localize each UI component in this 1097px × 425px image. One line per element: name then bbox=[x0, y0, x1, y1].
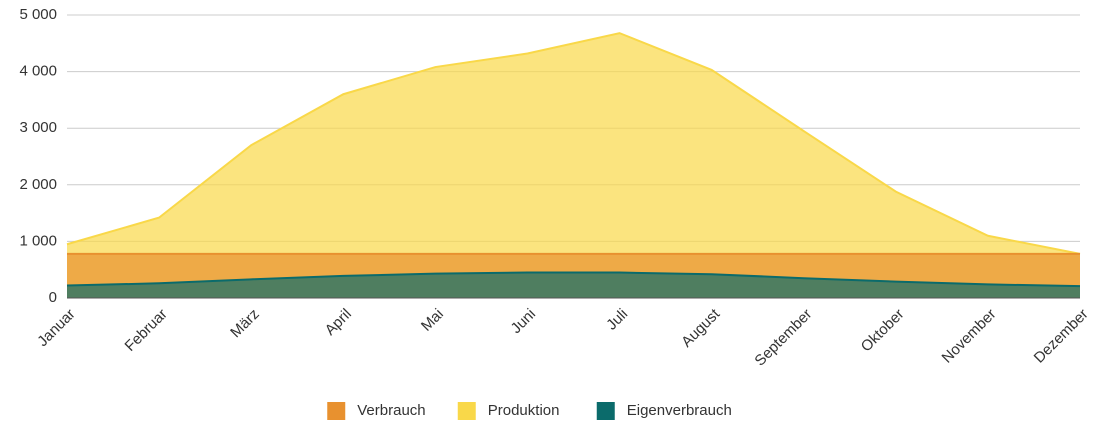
x-tick-label: Juli bbox=[603, 306, 631, 334]
x-tick-label: September bbox=[751, 306, 815, 370]
x-tick-label: November bbox=[939, 306, 1000, 367]
legend-swatch bbox=[457, 402, 476, 420]
legend-label: Eigenverbrauch bbox=[627, 402, 732, 419]
area-line bbox=[66, 271, 1081, 288]
x-tick-label: Dezember bbox=[1031, 306, 1092, 367]
legend-swatch bbox=[327, 402, 346, 420]
x-tick-label: Juni bbox=[508, 306, 539, 337]
y-tick-label: 3 000 bbox=[19, 119, 57, 136]
x-tick-label: Januar bbox=[34, 306, 78, 350]
x-tick-label: März bbox=[227, 306, 263, 342]
x-tick-label: Mai bbox=[418, 306, 447, 335]
legend-swatch bbox=[596, 402, 615, 420]
area-fill bbox=[67, 33, 1080, 298]
x-tick-label: Februar bbox=[122, 306, 171, 355]
x-tick-label: August bbox=[678, 305, 724, 351]
y-tick-label: 0 bbox=[49, 289, 57, 306]
y-tick-label: 2 000 bbox=[19, 176, 57, 193]
x-tick-label: Oktober bbox=[858, 306, 908, 356]
y-tick-label: 1 000 bbox=[19, 232, 57, 249]
y-tick-label: 4 000 bbox=[19, 63, 57, 80]
legend-label: Verbrauch bbox=[357, 402, 425, 419]
area-fill bbox=[67, 272, 1080, 298]
legend-label: Produktion bbox=[488, 402, 560, 419]
area-line bbox=[66, 32, 1081, 255]
y-tick-label: 5 000 bbox=[19, 6, 57, 23]
x-tick-label: April bbox=[322, 306, 355, 339]
